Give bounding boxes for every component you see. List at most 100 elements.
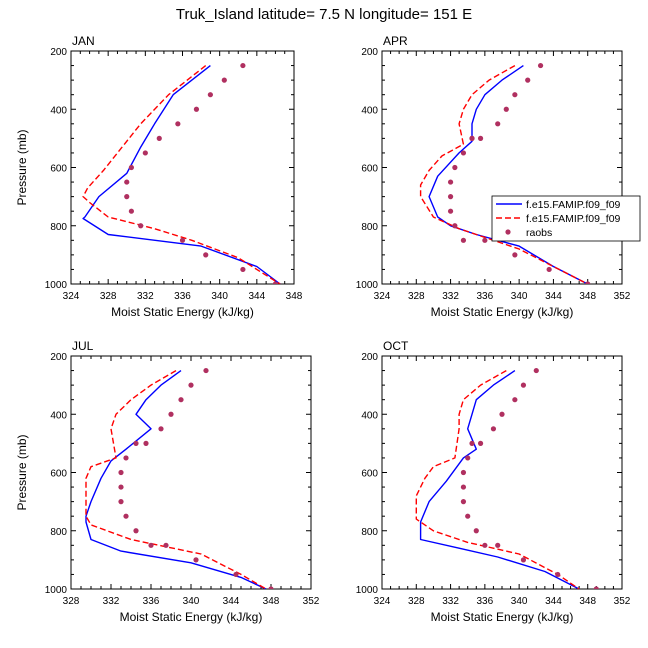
plot-data: [85, 367, 274, 589]
x-tick-label: 344: [223, 596, 240, 607]
raobs-point: [207, 92, 213, 98]
raobs-point: [143, 440, 149, 446]
y-axis-label: Pressure (mb): [15, 129, 29, 205]
y-tick-label: 800: [361, 222, 378, 233]
raobs-point: [482, 237, 488, 243]
x-tick-label: 324: [374, 291, 391, 302]
x-tick-label: 324: [374, 596, 391, 607]
raobs-point: [128, 208, 134, 214]
raobs-point: [473, 528, 479, 534]
raobs-point: [537, 62, 544, 69]
raobs-point: [499, 411, 505, 417]
x-tick-label: 328: [408, 596, 425, 607]
y-tick-label: 400: [50, 105, 67, 116]
raobs-point: [118, 499, 124, 505]
raobs-point: [178, 397, 184, 403]
raobs-point: [163, 542, 169, 548]
x-tick-label: 336: [143, 596, 160, 607]
model1-line: [82, 65, 281, 284]
raobs-point: [525, 77, 531, 83]
plot-data: [415, 367, 599, 589]
x-tick-label: 328: [100, 291, 117, 302]
x-axis-label: Moist Static Energy (kJ/kg): [431, 305, 574, 319]
raobs-point: [133, 528, 139, 534]
y-tick-label: 400: [361, 410, 378, 421]
model1-line: [85, 370, 267, 589]
x-tick-label: 332: [103, 596, 120, 607]
x-tick-label: 344: [545, 596, 562, 607]
y-tick-label: 600: [361, 469, 378, 480]
x-tick-label: 328: [63, 596, 80, 607]
panel-label: OCT: [383, 339, 409, 353]
raobs-point: [477, 135, 484, 141]
raobs-point: [193, 557, 199, 563]
x-tick-label: 348: [579, 596, 596, 607]
raobs-point: [240, 266, 246, 273]
raobs-point: [118, 484, 124, 490]
raobs-point: [148, 542, 154, 548]
raobs-point: [533, 367, 539, 374]
plot-frame: [70, 355, 312, 590]
raobs-point: [555, 571, 561, 578]
raobs-point: [452, 223, 458, 229]
legend-label: f.e15.FAMIP.f09_f09: [526, 199, 621, 211]
raobs-point: [203, 252, 209, 258]
x-tick-label: 336: [477, 596, 494, 607]
raobs-point: [156, 135, 162, 141]
y-tick-label: 800: [50, 222, 67, 233]
plot-frame: [381, 355, 623, 590]
legend-marker-raobs: [505, 229, 511, 235]
y-axis-label: Pressure (mb): [15, 434, 29, 510]
y-tick-label: 1000: [356, 280, 379, 291]
x-tick-label: 340: [183, 596, 200, 607]
raobs-point: [465, 513, 471, 519]
raobs-point: [447, 179, 454, 185]
model2-line: [419, 64, 589, 284]
y-tick-label: 600: [50, 164, 67, 175]
raobs-point: [460, 150, 467, 156]
x-tick-label: 340: [511, 596, 528, 607]
raobs-point: [268, 586, 274, 589]
raobs-point: [193, 106, 200, 112]
raobs-point: [520, 382, 527, 388]
panel-label: JUL: [72, 339, 94, 353]
panel-label: APR: [383, 34, 408, 48]
raobs-point: [460, 499, 467, 505]
raobs-point: [123, 513, 129, 519]
legend-label: f.e15.FAMIP.f09_f09: [526, 213, 621, 225]
x-tick-label: 348: [263, 596, 280, 607]
x-tick-label: 340: [211, 291, 228, 302]
raobs-point: [495, 121, 501, 127]
raobs-point: [124, 194, 130, 200]
raobs-point: [469, 440, 475, 446]
raobs-point: [546, 266, 552, 273]
raobs-point: [585, 281, 591, 284]
x-axis-label: Moist Static Energy (kJ/kg): [120, 610, 263, 624]
model2-line: [85, 369, 267, 589]
panel-apr: APR 324 328 332 336 340 344 348 352 200 400 600 800 1…: [356, 34, 631, 319]
y-tick-label: 200: [361, 47, 378, 58]
raobs-point: [490, 426, 497, 432]
panel-label: JAN: [72, 34, 95, 48]
x-tick-label: 352: [614, 291, 631, 302]
raobs-point: [128, 164, 134, 171]
raobs-point: [233, 571, 239, 578]
raobs-point: [452, 164, 458, 171]
y-tick-label: 200: [50, 352, 67, 363]
raobs-point: [495, 542, 501, 548]
raobs-point: [503, 106, 509, 112]
x-tick-label: 324: [63, 291, 80, 302]
plot-frame: [70, 50, 295, 285]
y-tick-label: 600: [361, 164, 378, 175]
x-axis-label: Moist Static Energy (kJ/kg): [111, 305, 254, 319]
raobs-point: [460, 469, 467, 476]
raobs-point: [512, 92, 518, 98]
x-tick-label: 352: [303, 596, 320, 607]
raobs-point: [203, 367, 209, 374]
y-tick-label: 200: [361, 352, 378, 363]
legend: f.e15.FAMIP.f09_f09 f.e15.FAMIP.f09_f09ra…: [491, 195, 641, 242]
plot-frame: [381, 50, 623, 285]
raobs-point: [142, 150, 148, 156]
x-tick-label: 332: [137, 291, 154, 302]
